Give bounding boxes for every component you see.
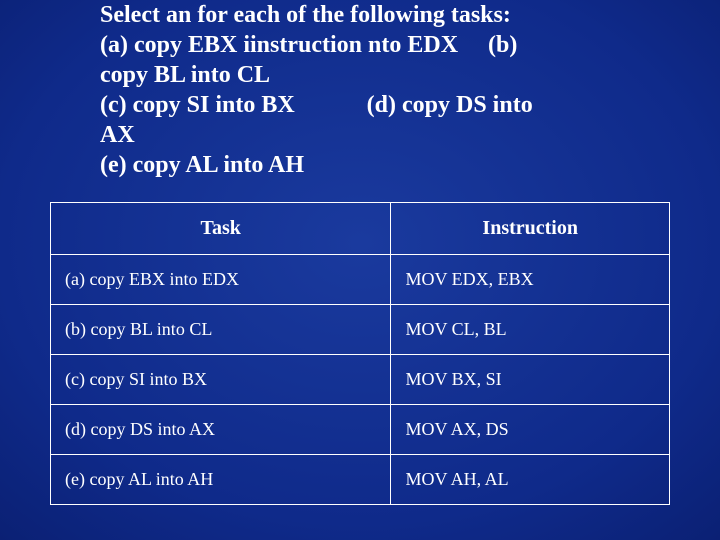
instruction-table: Task Instruction (a) copy EBX into EDX M… xyxy=(50,202,670,505)
table-row: (c) copy SI into BX MOV BX, SI xyxy=(51,355,670,405)
table-header-row: Task Instruction xyxy=(51,203,670,255)
cell-instruction: MOV AH, AL xyxy=(391,455,670,505)
title-part-a: (a) copy EBX iinstruction nto EDX xyxy=(100,32,458,58)
cell-task: (c) copy SI into BX xyxy=(51,355,391,405)
title-line-1: Select an for each of the following task… xyxy=(100,0,620,30)
cell-instruction: MOV BX, SI xyxy=(391,355,670,405)
title-part-c: (c) copy SI into BX xyxy=(100,92,295,118)
col-header-instruction: Instruction xyxy=(391,203,670,255)
title-line-5: AX xyxy=(100,120,620,150)
table-container: Task Instruction (a) copy EBX into EDX M… xyxy=(50,202,670,505)
cell-instruction: MOV AX, DS xyxy=(391,405,670,455)
title-line-4: (c) copy SI into BX (d) copy DS into xyxy=(100,90,620,120)
cell-task: (e) copy AL into AH xyxy=(51,455,391,505)
title-line-6: (e) copy AL into AH xyxy=(100,150,620,180)
cell-instruction: MOV EDX, EBX xyxy=(391,255,670,305)
title-line-2: (a) copy EBX iinstruction nto EDX (b) xyxy=(100,30,620,60)
table-row: (a) copy EBX into EDX MOV EDX, EBX xyxy=(51,255,670,305)
cell-instruction: MOV CL, BL xyxy=(391,305,670,355)
col-header-task: Task xyxy=(51,203,391,255)
title-part-d: (d) copy DS into xyxy=(367,92,533,118)
table-row: (b) copy BL into CL MOV CL, BL xyxy=(51,305,670,355)
table-row: (d) copy DS into AX MOV AX, DS xyxy=(51,405,670,455)
cell-task: (a) copy EBX into EDX xyxy=(51,255,391,305)
table-row: (e) copy AL into AH MOV AH, AL xyxy=(51,455,670,505)
slide: Select an for each of the following task… xyxy=(0,0,720,540)
cell-task: (d) copy DS into AX xyxy=(51,405,391,455)
title-part-b: (b) xyxy=(488,32,517,58)
title-block: Select an for each of the following task… xyxy=(0,0,720,180)
cell-task: (b) copy BL into CL xyxy=(51,305,391,355)
title-line-3: copy BL into CL xyxy=(100,60,620,90)
